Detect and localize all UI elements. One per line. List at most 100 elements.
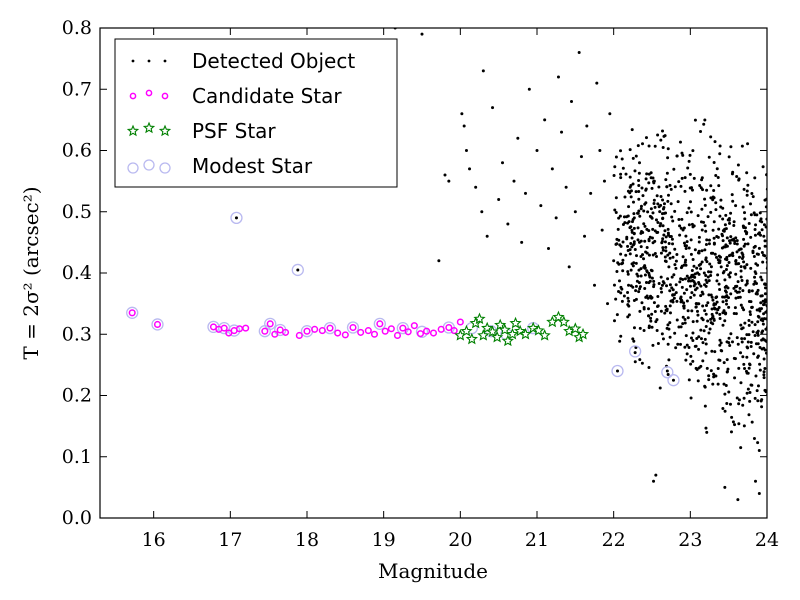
detected-object-point [721, 300, 725, 304]
detected-object-point [614, 155, 618, 159]
detected-object-point [630, 228, 634, 232]
detected-object-point [689, 238, 693, 242]
detected-object-point [717, 305, 721, 309]
modest-star-point [667, 374, 680, 387]
detected-object-point [668, 304, 672, 308]
detected-object-point [719, 341, 723, 345]
detected-object-point [749, 235, 753, 239]
candidate-star-point [271, 330, 279, 338]
detected-object-point [701, 304, 705, 308]
detected-object-point [727, 155, 731, 159]
detected-object-point [760, 250, 764, 254]
detected-object-point [650, 269, 654, 273]
detected-object-point [660, 332, 664, 336]
detected-object-point [631, 218, 635, 222]
detected-object-point [648, 279, 652, 283]
candidate-star-point [349, 323, 357, 332]
detected-object-point [670, 215, 674, 219]
detected-object-point [752, 245, 756, 249]
detected-object-point [761, 299, 765, 303]
detected-object-point [700, 260, 704, 264]
detected-object-point [705, 260, 709, 264]
detected-object-point [679, 184, 683, 188]
detected-object-point [535, 149, 539, 152]
detected-object-point [729, 145, 733, 149]
detected-object-point [718, 255, 722, 259]
candidate-star-point [450, 327, 458, 335]
detected-object-point [672, 273, 676, 277]
detected-object-point [651, 343, 655, 347]
detected-object-point [644, 177, 648, 181]
detected-object-point [688, 172, 692, 176]
detected-object-point [754, 262, 758, 266]
y-tick-label: 0.7 [62, 78, 92, 100]
detected-object-point [654, 473, 658, 477]
detected-object-point [740, 257, 744, 261]
detected-object-point [743, 366, 747, 370]
detected-object-point [685, 343, 689, 347]
detected-object-point [656, 230, 660, 234]
detected-object-point [632, 326, 636, 330]
detected-object-point [739, 275, 743, 279]
detected-object-point [673, 247, 677, 251]
detected-object-point [570, 100, 573, 103]
detected-object-point [567, 265, 571, 269]
detected-object-point [661, 129, 665, 133]
detected-object-point [641, 142, 645, 146]
detected-object-point [755, 331, 759, 335]
detected-object-point [662, 233, 666, 237]
detected-object-point [684, 358, 688, 362]
detected-object-point [753, 176, 757, 180]
detected-object-point [756, 232, 760, 236]
detected-object-point [688, 284, 692, 288]
detected-object-point [703, 197, 707, 201]
detected-object-point [733, 376, 737, 380]
detected-object-point [747, 289, 751, 293]
detected-object-point [753, 227, 757, 231]
detected-object-point [656, 133, 660, 137]
detected-object-point [638, 309, 642, 313]
detected-object-point [690, 309, 694, 313]
detected-object-point [754, 479, 757, 483]
detected-object-point [719, 349, 723, 353]
modest-star-point [396, 321, 409, 335]
detected-object-point [632, 231, 636, 235]
detected-object-point [732, 224, 736, 228]
detected-object-point [656, 202, 660, 206]
y-tick-label: 0.6 [62, 140, 92, 162]
detected-object-point [750, 320, 754, 324]
detected-object-point [704, 312, 708, 316]
detected-object-point [699, 294, 703, 298]
detected-object-point [643, 224, 647, 228]
candidate-star-point [220, 324, 228, 332]
detected-object-point [728, 344, 732, 348]
detected-object-point [742, 226, 746, 230]
detected-object-point [709, 265, 713, 269]
detected-object-point [737, 262, 741, 266]
detected-object-point [769, 374, 772, 377]
detected-object-point [683, 176, 687, 180]
detected-object-point [650, 276, 654, 280]
detected-object-point [759, 217, 763, 221]
detected-object-point [678, 280, 682, 284]
detected-object-point [662, 202, 666, 206]
detected-object-point [742, 362, 746, 366]
candidate-star-point [437, 325, 445, 333]
detected-object-point [746, 387, 750, 391]
detected-object-point [670, 286, 674, 290]
detected-object-point [711, 195, 715, 199]
detected-object-point [723, 485, 727, 489]
detected-object-point [626, 189, 630, 193]
candidate-star-point [364, 327, 372, 335]
modest-star-point [230, 211, 243, 225]
detected-object-point [627, 220, 631, 224]
modest-star-point [628, 345, 642, 358]
detected-object-point [690, 222, 694, 226]
psf-star-point [538, 329, 551, 341]
detected-object-point [715, 311, 719, 315]
detected-object-point [700, 316, 704, 320]
detected-object-point [689, 210, 693, 214]
candidate-star-point [410, 322, 418, 330]
detected-object-point [739, 381, 743, 385]
detected-object-point [681, 322, 685, 326]
